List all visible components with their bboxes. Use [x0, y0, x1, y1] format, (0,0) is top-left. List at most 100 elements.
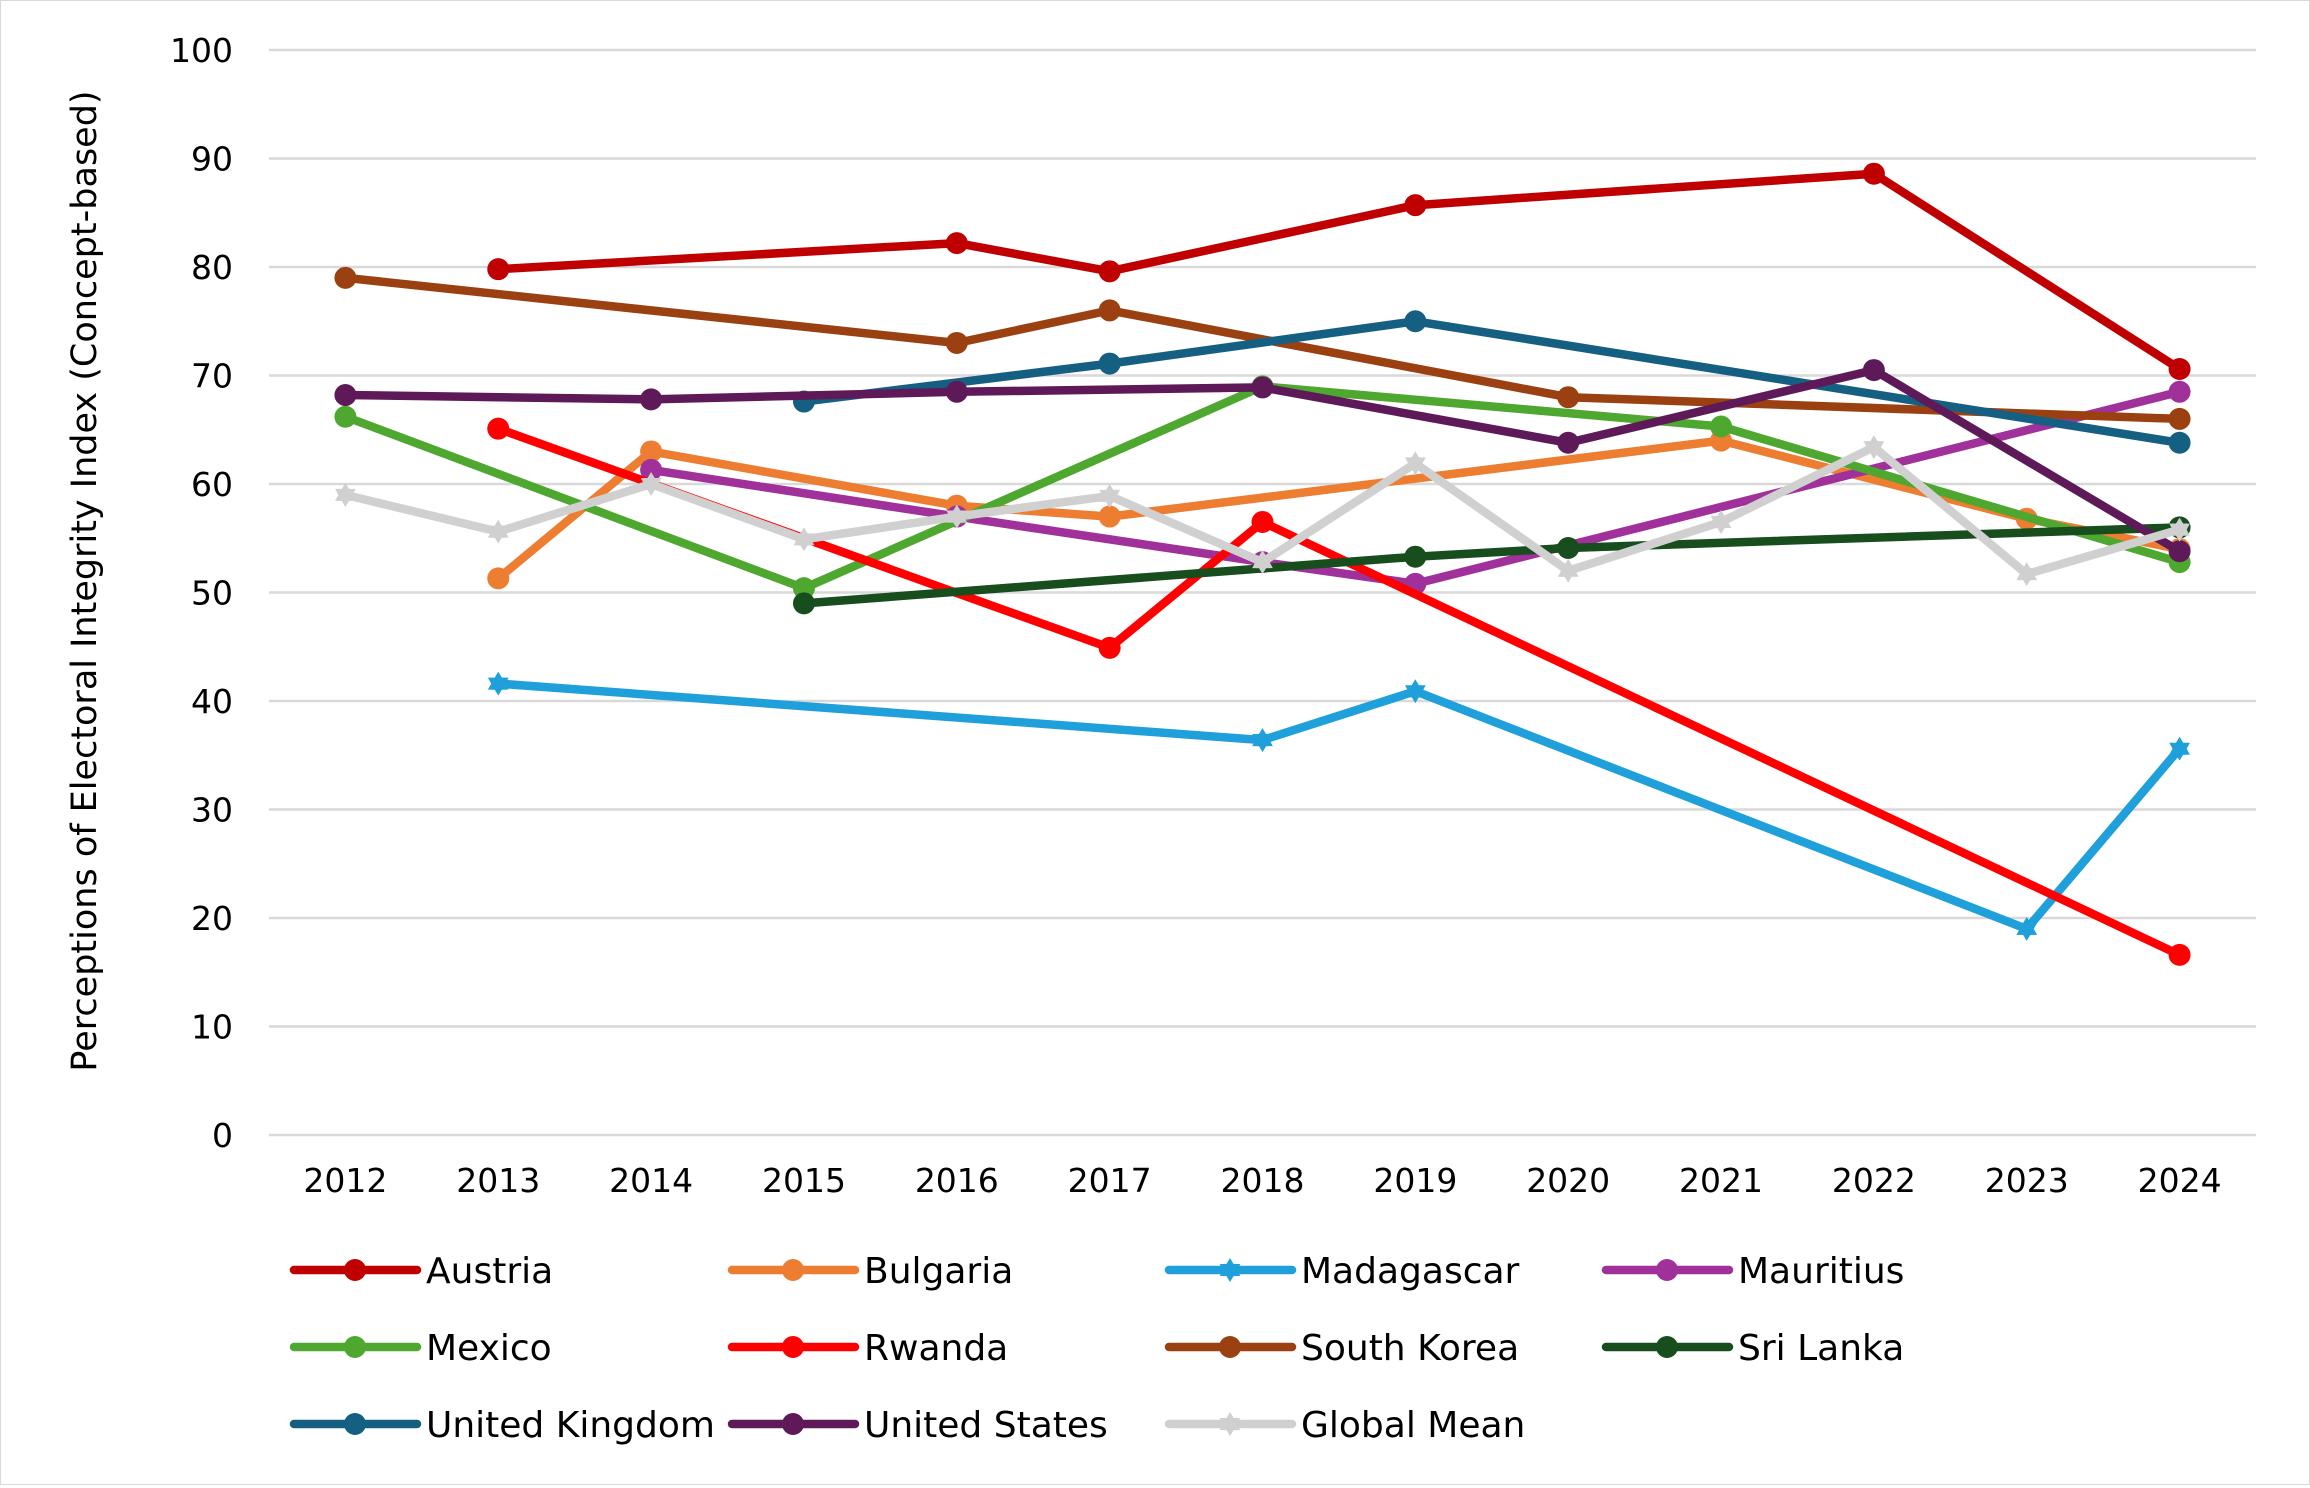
x-tick-label: 2016: [915, 1161, 999, 1200]
data-point-mexico: [792, 577, 815, 600]
data-point-global-mean: [2169, 517, 2190, 542]
data-point-austria: [1862, 162, 1885, 185]
legend-swatch-marker: [782, 1259, 804, 1281]
legend-item-bulgaria: Bulgaria: [727, 1251, 1013, 1292]
y-tick-label: 70: [191, 357, 233, 396]
data-point-united-kingdom: [2168, 431, 2191, 454]
data-point-sri-lanka: [1404, 545, 1427, 568]
legend-item-rwanda: Rwanda: [727, 1328, 1008, 1369]
series-sri-lanka: [792, 516, 2191, 615]
x-tick-label: 2022: [1832, 1161, 1916, 1200]
legend-swatch-marker: [344, 1336, 366, 1358]
legend-swatch-marker: [344, 1259, 366, 1281]
data-point-bulgaria: [640, 440, 663, 463]
x-tick-label: 2024: [2138, 1161, 2222, 1200]
data-point-south-korea: [1098, 299, 1121, 322]
series-madagascar: [487, 671, 2190, 941]
data-point-madagascar: [2016, 916, 2038, 941]
data-point-united-states: [640, 388, 663, 411]
y-tick-label: 0: [212, 1116, 233, 1155]
x-tick-label: 2012: [303, 1161, 387, 1200]
legend-label: United Kingdom: [426, 1405, 715, 1446]
data-point-austria: [1098, 260, 1121, 283]
legend-swatch-marker: [1656, 1259, 1678, 1281]
legend-label: Sri Lanka: [1738, 1328, 1904, 1369]
legend-item-mauritius: Mauritius: [1601, 1251, 1904, 1292]
y-tick-label: 80: [191, 248, 233, 287]
data-point-madagascar: [2169, 736, 2190, 761]
legend-swatch-marker: [782, 1336, 804, 1358]
data-point-global-mean: [1557, 558, 1579, 583]
data-point-madagascar: [1404, 679, 1426, 704]
legend-item-austria: Austria: [289, 1251, 553, 1292]
x-tick-label: 2021: [1679, 1161, 1763, 1200]
data-point-madagascar: [487, 671, 509, 696]
data-point-united-states: [1862, 359, 1885, 382]
x-tick-label: 2017: [1068, 1161, 1152, 1200]
series-austria: [487, 162, 2191, 380]
data-point-united-states: [2168, 540, 2191, 563]
y-tick-label: 40: [191, 682, 233, 721]
series-line-sri-lanka: [799, 523, 2184, 608]
legend-item-south-korea: South Korea: [1164, 1328, 1519, 1369]
legend-label: Austria: [426, 1251, 553, 1292]
legend-label: Mauritius: [1738, 1251, 1904, 1292]
legend-item-united-states: United States: [727, 1405, 1108, 1446]
data-point-bulgaria: [487, 567, 510, 590]
data-point-united-kingdom: [1404, 310, 1427, 333]
data-point-global-mean: [1252, 550, 1273, 575]
legend-item-sri-lanka: Sri Lanka: [1601, 1328, 1904, 1369]
data-point-madagascar: [1252, 728, 1273, 753]
data-point-austria: [1404, 194, 1427, 217]
data-point-united-states: [1557, 431, 1580, 454]
y-tick-label: 20: [191, 899, 233, 938]
x-tick-label: 2019: [1373, 1161, 1457, 1200]
data-point-mexico: [1710, 415, 1733, 438]
y-tick-label: 30: [191, 791, 233, 830]
y-axis-title: Perceptions of Electoral Integrity Index…: [65, 90, 105, 1071]
data-point-global-mean: [1404, 451, 1426, 476]
data-point-global-mean: [487, 519, 509, 544]
series-south-korea: [334, 266, 2191, 430]
data-point-rwanda: [487, 417, 510, 440]
y-tick-label: 50: [191, 574, 233, 613]
data-point-sri-lanka: [792, 592, 815, 615]
y-tick-label: 60: [191, 465, 233, 504]
data-point-global-mean: [1710, 510, 1732, 534]
legend-swatch-marker: [782, 1413, 804, 1435]
x-tick-label: 2015: [762, 1161, 846, 1200]
data-point-global-mean: [1099, 483, 1121, 508]
legend-item-united-kingdom: United Kingdom: [289, 1405, 715, 1446]
legend-swatch-marker: [1219, 1336, 1241, 1358]
data-point-rwanda: [1098, 636, 1121, 659]
data-point-mauritius: [2168, 380, 2191, 403]
x-tick-label: 2023: [1985, 1161, 2069, 1200]
legend-label: Global Mean: [1301, 1405, 1525, 1446]
series-line-madagascar: [494, 679, 2184, 934]
legend-item-madagascar: Madagascar: [1164, 1251, 1520, 1292]
data-point-global-mean: [1863, 435, 1885, 460]
data-point-sri-lanka: [1557, 537, 1580, 560]
data-point-global-mean: [793, 527, 815, 552]
series-united-states: [334, 359, 2191, 563]
data-point-austria: [945, 232, 968, 255]
x-tick-label: 2013: [456, 1161, 540, 1200]
data-point-south-korea: [1557, 386, 1580, 409]
legend-item-global-mean: Global Mean: [1164, 1405, 1525, 1446]
data-point-united-states: [334, 384, 357, 407]
data-point-global-mean: [335, 482, 356, 507]
data-point-austria: [2168, 357, 2191, 380]
x-tick-label: 2014: [609, 1161, 693, 1200]
data-point-global-mean: [946, 504, 968, 529]
series-line-austria: [494, 169, 2184, 374]
legend-label: Mexico: [426, 1328, 552, 1369]
x-tick-label: 2018: [1221, 1161, 1305, 1200]
legend-label: Bulgaria: [864, 1251, 1013, 1292]
data-point-global-mean: [2016, 562, 2038, 587]
series-global-mean: [335, 435, 2190, 587]
legend-swatch-marker: [1219, 1412, 1241, 1436]
x-tick-label: 2020: [1526, 1161, 1610, 1200]
data-point-south-korea: [2168, 407, 2191, 430]
